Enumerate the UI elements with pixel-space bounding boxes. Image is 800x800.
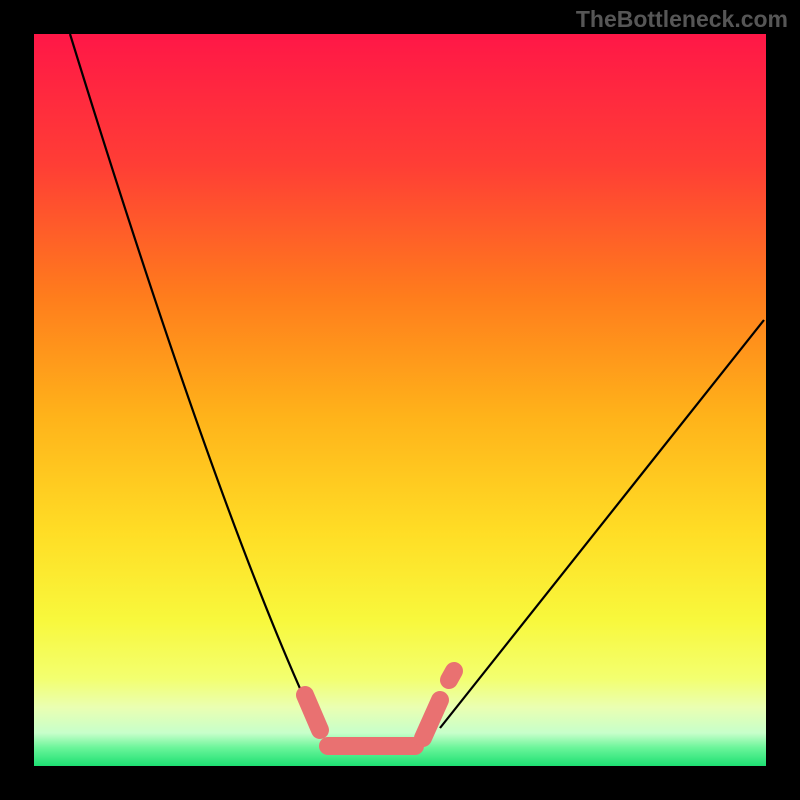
chart-container: TheBottleneck.com [0,0,800,800]
bottleneck-curve-chart [0,0,800,800]
watermark-label: TheBottleneck.com [576,6,788,33]
plot-background [34,34,766,766]
